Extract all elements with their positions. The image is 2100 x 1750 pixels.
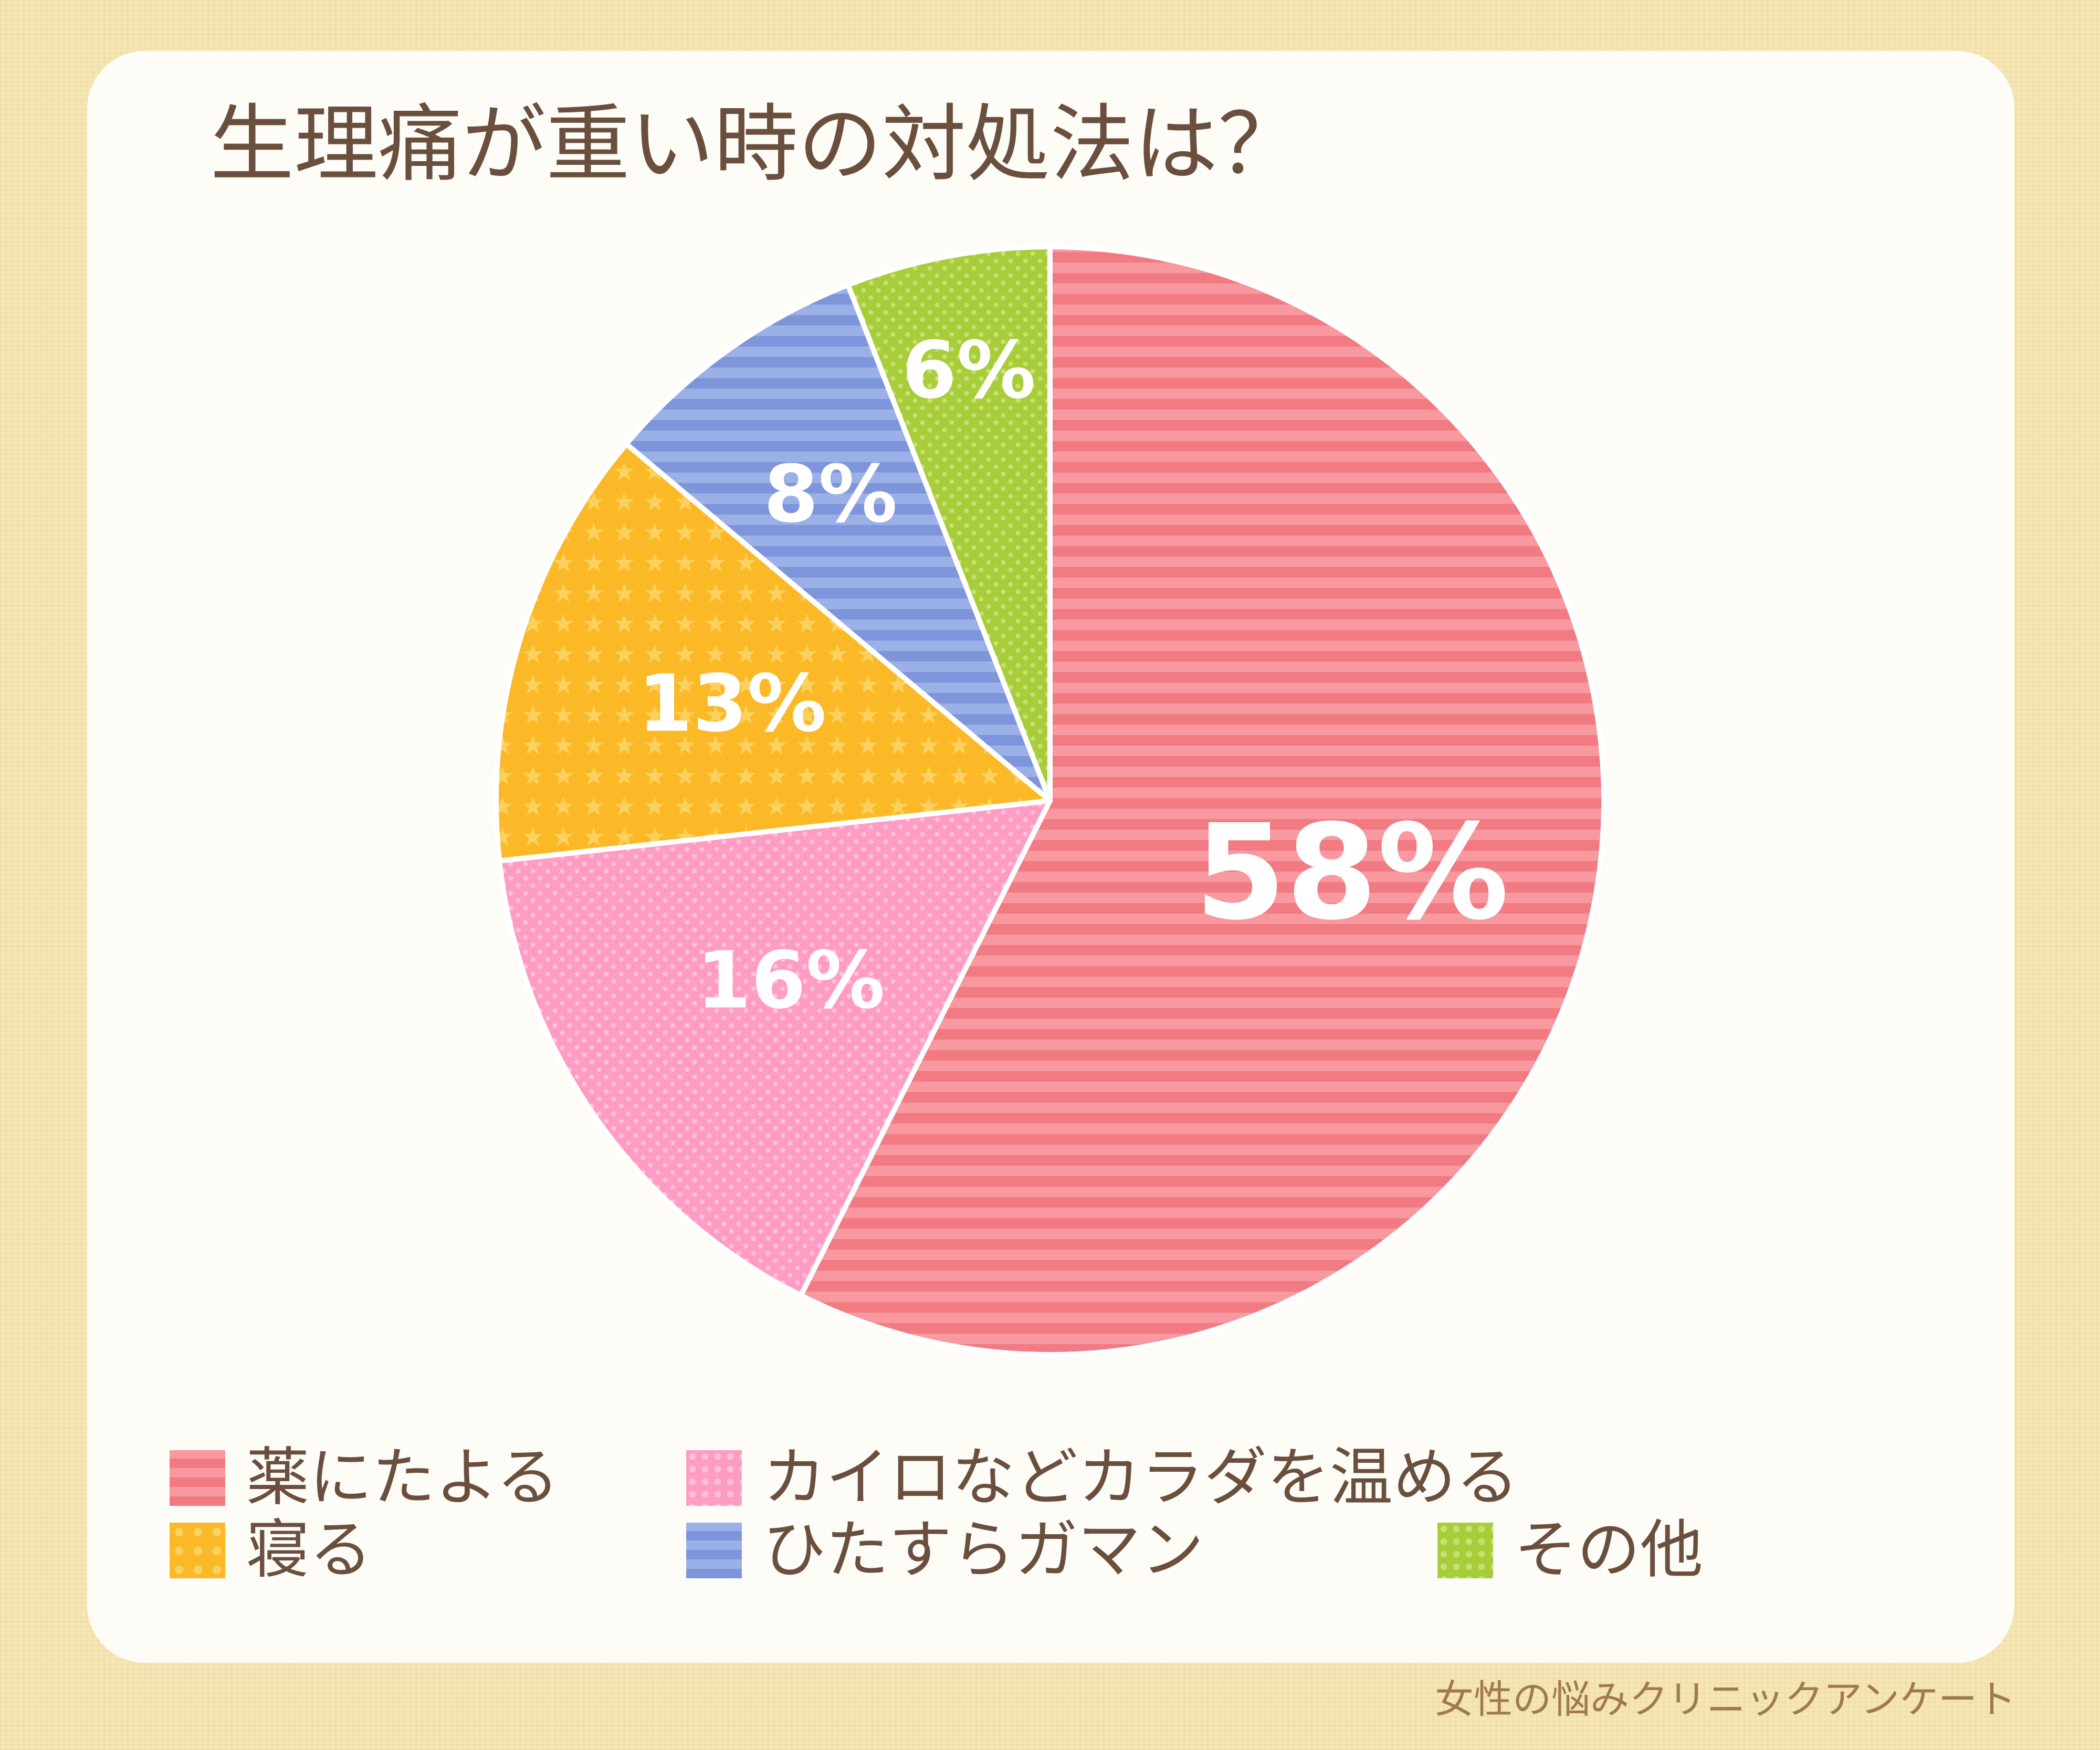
slice-label-sleep: 13% <box>638 658 826 750</box>
legend-label-other: その他 <box>1514 1514 1703 1587</box>
legend-label-warming: カイロなどカラダを温める <box>763 1441 1519 1514</box>
legend-item-medicine: 薬にたよる <box>170 1447 559 1510</box>
legend-item-warming: カイロなどカラダを温める <box>686 1447 1519 1510</box>
legend-item-other: その他 <box>1437 1519 1703 1582</box>
pie-slice-other <box>845 244 1053 803</box>
pie-slice-endure <box>624 282 1053 803</box>
legend-swatch-other <box>1437 1523 1493 1578</box>
footer-credit: 女性の悩みクリニックアンケート <box>1434 1677 2016 1722</box>
slice-label-other: 6% <box>902 325 1036 416</box>
legend-label-sleep: 寝る <box>246 1514 372 1587</box>
slice-label-endure: 8% <box>764 449 898 540</box>
legend-swatch-medicine <box>170 1450 225 1506</box>
legend-swatch-sleep <box>170 1523 225 1578</box>
chart-title: 生理痛が重い時の対処法は？ <box>210 95 1303 193</box>
slice-label-warming: 16% <box>696 935 885 1026</box>
legend-item-endure: ひたすらガマン <box>686 1519 1204 1582</box>
pie-slice-sleep <box>493 441 1053 864</box>
pie-slice-medicine <box>798 244 1606 1357</box>
legend-label-endure: ひたすらガマン <box>763 1514 1204 1587</box>
slice-label-medicine: 58% <box>1195 796 1509 949</box>
legend-swatch-warming <box>686 1450 742 1506</box>
pie-slice-warming <box>497 798 1053 1298</box>
legend-label-medicine: 薬にたよる <box>246 1441 560 1514</box>
legend-item-sleep: 寝る <box>170 1519 372 1582</box>
legend-swatch-endure <box>686 1523 742 1578</box>
